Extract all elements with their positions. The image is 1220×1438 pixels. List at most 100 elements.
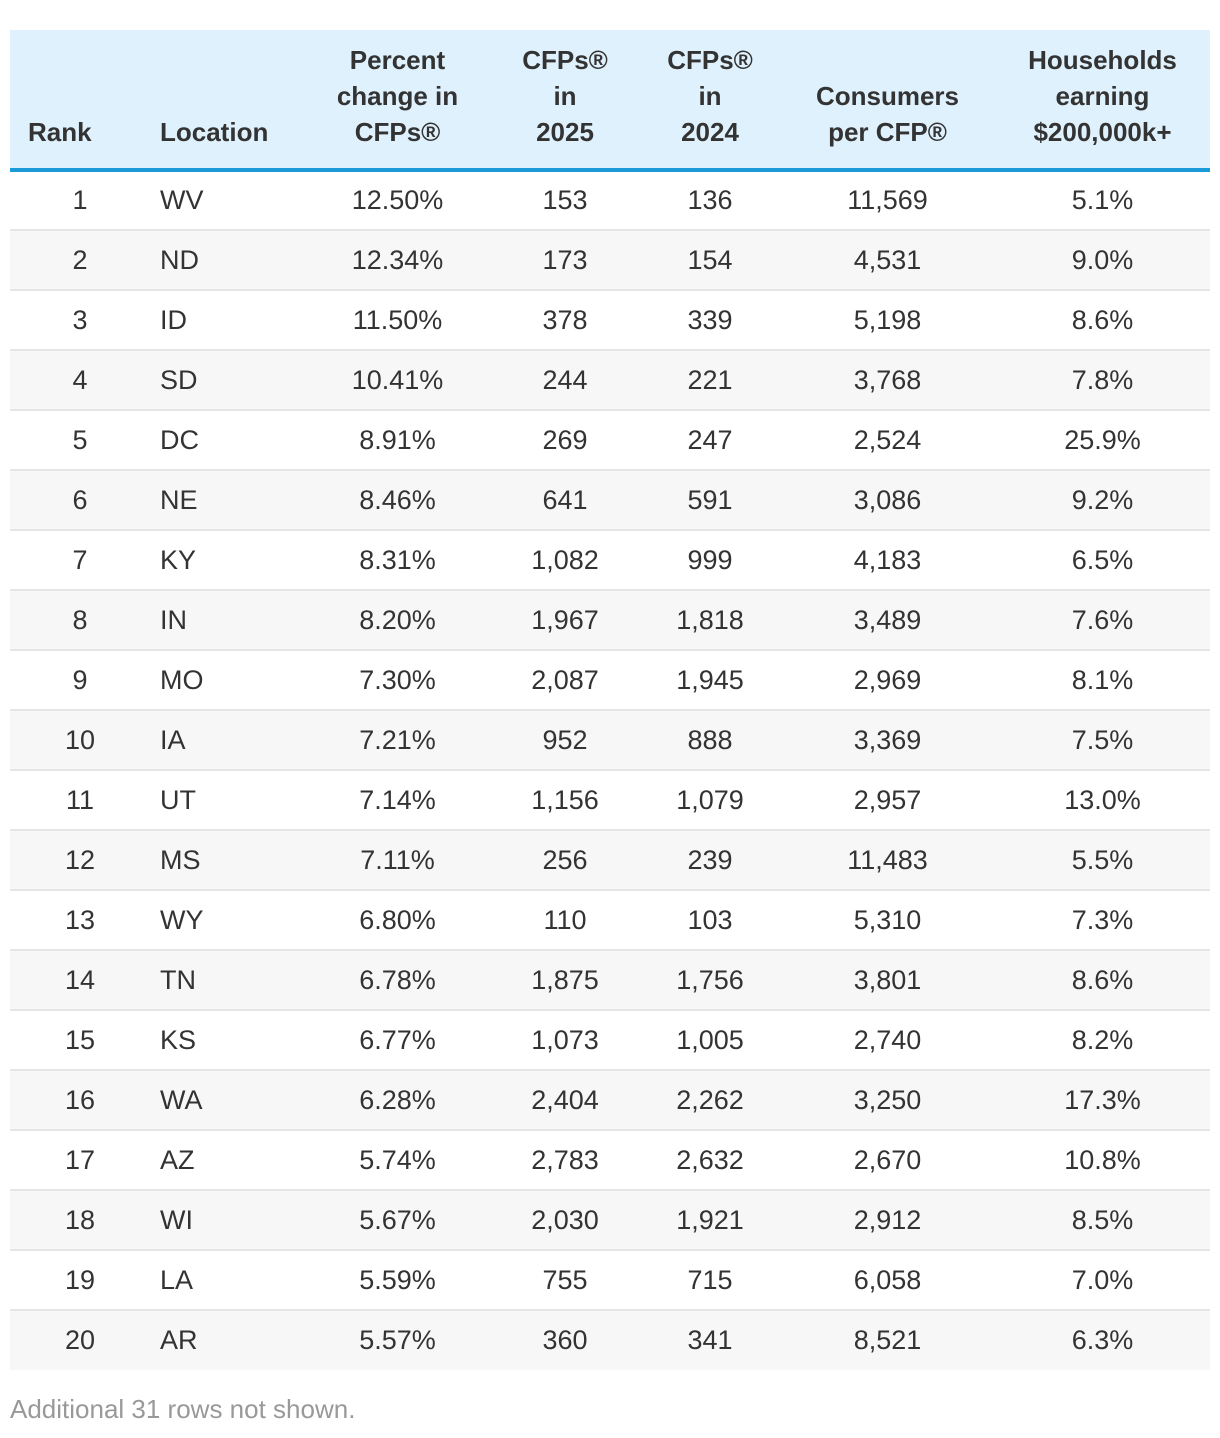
cell-consumers-per-cfp: 11,483 — [780, 830, 995, 891]
cell-rank: 18 — [10, 1190, 150, 1251]
cell-cfps-2025: 1,967 — [490, 590, 640, 651]
cell-location: MO — [150, 650, 305, 711]
cell-cfps-2024: 221 — [640, 350, 780, 411]
cell-location: WV — [150, 170, 305, 231]
cell-location: WA — [150, 1070, 305, 1131]
column-header-line: $200,000k+ — [1033, 117, 1172, 147]
cell-cfps-2025: 360 — [542, 1325, 588, 1355]
column-header-cfps-2025: CFPs® in 2025 — [490, 30, 640, 172]
cell-rank: 15 — [10, 1010, 150, 1071]
column-header-line: change in — [336, 81, 459, 111]
cell-pct-change: 8.91% — [305, 410, 490, 471]
table-row: 18 WI 5.67% 2,030 1,921 2,912 8.5% — [10, 1190, 1210, 1251]
cell-location: WI — [150, 1190, 305, 1251]
cell-cfps-2024: 999 — [640, 530, 780, 591]
cell-households-200k: 6.5% — [995, 530, 1210, 591]
column-header-line: CFPs® — [522, 45, 608, 75]
cell-consumers-per-cfp: 3,086 — [780, 470, 995, 531]
cell-rank: 14 — [10, 950, 150, 1011]
cell-pct-change: 6.28% — [305, 1070, 490, 1131]
column-header-pct-change: Percent change in CFPs® — [305, 30, 490, 172]
cell-cfps-2024: 154 — [640, 230, 780, 291]
cell-cfps-2025: 256 — [490, 830, 640, 891]
cell-consumers-per-cfp: 8,521 — [853, 1325, 922, 1355]
cell-households-200k: 5.1% — [995, 170, 1210, 231]
cell-consumers-per-cfp: 3,801 — [780, 950, 995, 1011]
cell-consumers-per-cfp: 5,310 — [780, 890, 995, 951]
column-header-line: in — [553, 81, 577, 111]
cell-consumers-per-cfp: 5,198 — [780, 290, 995, 351]
cell-cfps-2024: 715 — [640, 1250, 780, 1311]
cell-rank: 7 — [10, 530, 150, 591]
cell-location: SD — [150, 350, 305, 411]
cell-pct-change: 5.67% — [305, 1190, 490, 1251]
cell-pct-change: 10.41% — [305, 350, 490, 411]
column-header-line: Consumers — [815, 81, 960, 111]
cell-cfps-2024: 1,079 — [640, 770, 780, 831]
cell-rank: 3 — [10, 290, 150, 351]
table-row: 15 KS 6.77% 1,073 1,005 2,740 8.2% — [10, 1010, 1210, 1071]
cell-cfps-2025: 269 — [490, 410, 640, 471]
cell-cfps-2024: 247 — [640, 410, 780, 471]
column-header-line: per CFP® — [828, 117, 947, 147]
cell-rank: 19 — [10, 1250, 150, 1311]
cell-pct-change: 11.50% — [305, 290, 490, 351]
cell-cfps-2025: 2,783 — [490, 1130, 640, 1191]
cell-pct-change: 5.57% — [359, 1325, 436, 1355]
cell-households-200k: 13.0% — [995, 770, 1210, 831]
column-header-line: Percent — [349, 45, 446, 75]
cell-location: IA — [150, 710, 305, 771]
cell-cfps-2024: 136 — [640, 170, 780, 231]
cell-cfps-2025: 2,030 — [490, 1190, 640, 1251]
cell-rank: 2 — [10, 230, 150, 291]
table-row: 7 KY 8.31% 1,082 999 4,183 6.5% — [10, 530, 1210, 591]
cell-consumers-per-cfp: 3,768 — [780, 350, 995, 411]
cell-location: UT — [150, 770, 305, 831]
cell-rank: 16 — [10, 1070, 150, 1131]
table-row: 11 UT 7.14% 1,156 1,079 2,957 13.0% — [10, 770, 1210, 831]
cell-pct-change: 8.46% — [305, 470, 490, 531]
cell-rank: 8 — [10, 590, 150, 651]
cell-households-200k: 8.5% — [995, 1190, 1210, 1251]
cell-pct-change: 5.74% — [305, 1130, 490, 1191]
table-row: 10 IA 7.21% 952 888 3,369 7.5% — [10, 710, 1210, 771]
cell-location: ID — [150, 290, 305, 351]
cell-location: NE — [150, 470, 305, 531]
cell-pct-change: 8.20% — [305, 590, 490, 651]
cell-pct-change: 7.14% — [305, 770, 490, 831]
cell-location: LA — [150, 1250, 305, 1311]
cell-cfps-2024: 339 — [640, 290, 780, 351]
column-header-households-200k: Households earning $200,000k+ — [995, 30, 1210, 172]
cell-rank: 10 — [10, 710, 150, 771]
cell-cfps-2025: 1,875 — [490, 950, 640, 1011]
cell-pct-change: 6.77% — [305, 1010, 490, 1071]
cell-location: IN — [150, 590, 305, 651]
cell-location: AZ — [150, 1130, 305, 1191]
cell-rank: 9 — [10, 650, 150, 711]
cell-location: WY — [150, 890, 305, 951]
cell-location: ND — [150, 230, 305, 291]
cell-cfps-2025: 110 — [490, 890, 640, 951]
cell-pct-change: 6.80% — [305, 890, 490, 951]
cell-pct-change: 7.21% — [305, 710, 490, 771]
column-header-line: CFPs® — [354, 117, 441, 147]
cell-cfps-2024: 888 — [640, 710, 780, 771]
cell-pct-change: 6.78% — [305, 950, 490, 1011]
cfp-table-container: Rank Location Percent change in CFPs® CFPs® in… — [10, 30, 1210, 1370]
table-row: 9 MO 7.30% 2,087 1,945 2,969 8.1% — [10, 650, 1210, 711]
cell-households-200k: 7.8% — [995, 350, 1210, 411]
cell-consumers-per-cfp: 3,489 — [780, 590, 995, 651]
cell-location: KS — [150, 1010, 305, 1071]
cell-households-200k: 9.2% — [995, 470, 1210, 531]
table-row: 2 ND 12.34% 173 154 4,531 9.0% — [10, 230, 1210, 291]
cell-cfps-2024: 1,005 — [640, 1010, 780, 1071]
cell-consumers-per-cfp: 2,670 — [780, 1130, 995, 1191]
cell-cfps-2024: 1,945 — [640, 650, 780, 711]
table-body: 1 WV 12.50% 153 136 11,569 5.1% 2 ND 12.34% 173 154… — [10, 170, 1210, 1370]
cell-rank: 4 — [10, 350, 150, 411]
table-row: 13 WY 6.80% 110 103 5,310 7.3% — [10, 890, 1210, 951]
cell-cfps-2024: 239 — [640, 830, 780, 891]
cell-rank: 12 — [10, 830, 150, 891]
cell-households-200k: 8.6% — [995, 290, 1210, 351]
cell-pct-change: 5.59% — [305, 1250, 490, 1311]
